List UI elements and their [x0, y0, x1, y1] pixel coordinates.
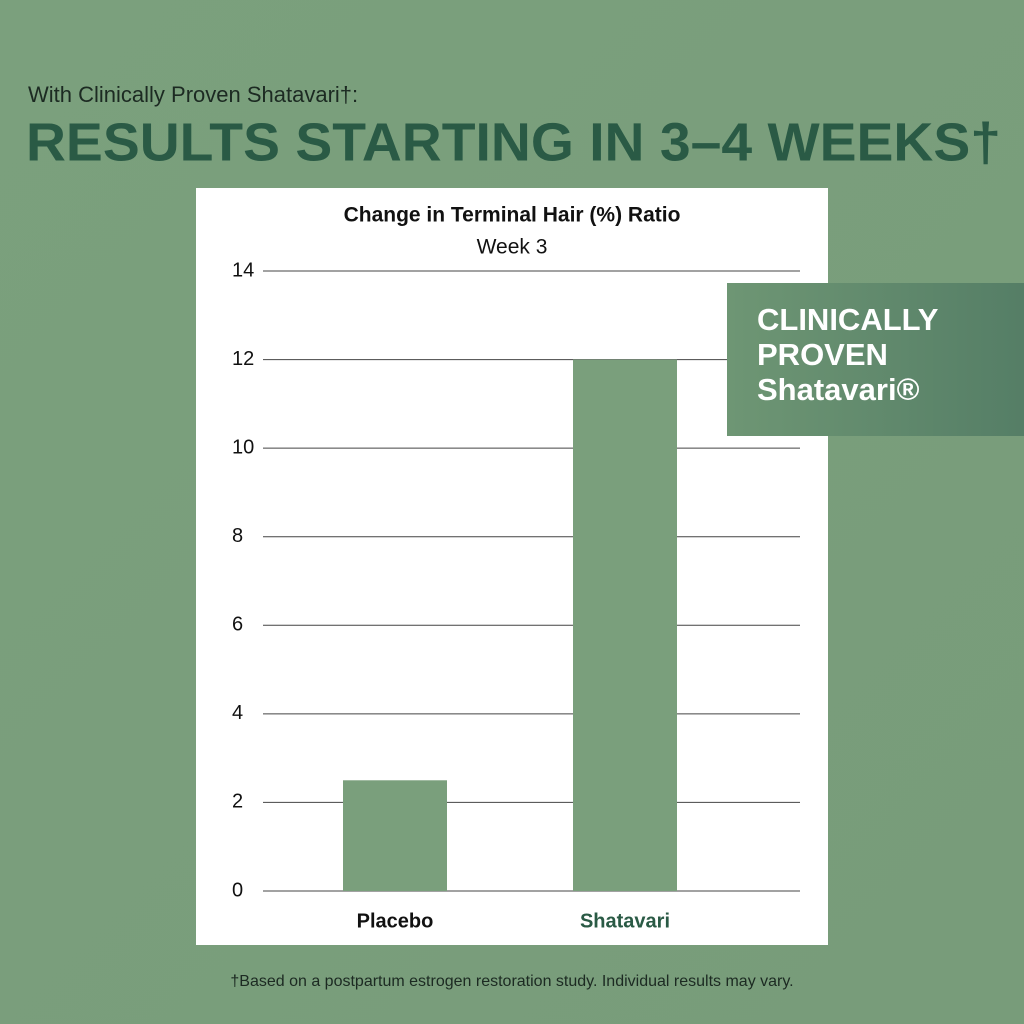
- headline: RESULTS STARTING IN 3–4 WEEKS†: [26, 112, 1001, 172]
- footnote: †Based on a postpartum estrogen restorat…: [230, 973, 793, 990]
- badge-line: PROVEN: [757, 337, 888, 372]
- chart: 0 2 4 6 8 10 12 14 Placebo Shatavari: [232, 259, 800, 932]
- badge: [727, 283, 1024, 436]
- chart-title: Change in Terminal Hair (%) Ratio: [344, 204, 681, 227]
- kicker: With Clinically Proven Shatavari†:: [28, 82, 358, 107]
- y-tick-label: 2: [232, 791, 243, 813]
- y-tick-label: 8: [232, 525, 243, 547]
- badge-line: Shatavari®: [757, 372, 920, 407]
- y-tick-label: 0: [232, 879, 243, 901]
- x-tick-label: Placebo: [357, 910, 434, 932]
- y-tick-label: 10: [232, 436, 254, 458]
- y-tick-label: 12: [232, 348, 254, 370]
- chart-panel: [196, 188, 828, 945]
- y-tick-label: 14: [232, 259, 254, 281]
- bar: [573, 359, 677, 892]
- bar: [343, 780, 447, 891]
- badge-line: CLINICALLY: [757, 302, 939, 337]
- y-tick-label: 6: [232, 614, 243, 636]
- y-tick-label: 4: [232, 702, 243, 724]
- x-tick-label: Shatavari: [580, 910, 670, 932]
- chart-subtitle: Week 3: [477, 236, 548, 259]
